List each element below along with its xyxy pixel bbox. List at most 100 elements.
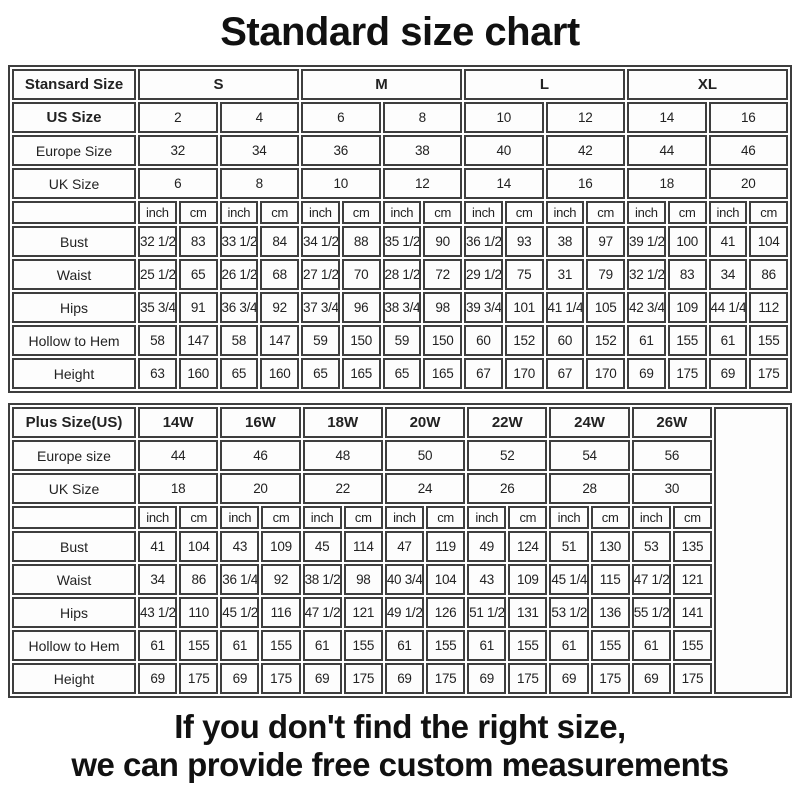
value-cell: 109 <box>667 292 707 323</box>
size-cell: 32 <box>138 135 218 166</box>
size-cell: 12 <box>382 168 462 199</box>
value-cell: 38 1/2 <box>302 564 342 595</box>
value-cell: 175 <box>508 663 548 694</box>
value-cell: 88 <box>341 226 381 257</box>
unit-cell: inch <box>627 201 666 224</box>
row-label <box>12 506 136 529</box>
size-row: US Size 2 4 6 8 10 12 14 16 <box>12 102 788 133</box>
header-row: Stansard Size S M L XL <box>12 69 788 100</box>
value-cell: 49 1/2 <box>384 597 424 628</box>
size-cell: 4 <box>219 102 299 133</box>
size-cell: 8 <box>219 168 299 199</box>
value-cell: 61 <box>631 630 671 661</box>
unit-cell: cm <box>508 506 548 529</box>
value-cell: 61 <box>220 630 260 661</box>
unit-cell: cm <box>178 201 218 224</box>
measure-row: Bust 32 1/2 83 33 1/2 84 34 1/2 88 35 1/2 90 36 1… <box>12 226 788 257</box>
value-cell: 38 3/4 <box>382 292 422 323</box>
value-cell: 155 <box>179 630 219 661</box>
value-cell: 98 <box>423 292 462 323</box>
value-cell: 114 <box>343 531 383 562</box>
value-cell: 65 <box>382 358 422 389</box>
size-cell: 38 <box>382 135 462 166</box>
value-cell: 97 <box>586 226 625 257</box>
size-cell: 26 <box>467 473 548 504</box>
size-cell: 36 <box>301 135 381 166</box>
value-cell: 124 <box>508 531 548 562</box>
unit-cell: inch <box>382 201 422 224</box>
standard-size-table: Stansard Size S M L XL US Size 2 4 6 8 10 12 14 16 Eur… <box>8 65 792 393</box>
value-cell: 61 <box>467 630 507 661</box>
value-cell: 43 <box>467 564 507 595</box>
value-cell: 126 <box>425 597 466 628</box>
value-cell: 165 <box>341 358 381 389</box>
size-cell: 2 <box>138 102 218 133</box>
value-cell: 175 <box>672 663 712 694</box>
size-group-header: 22W <box>467 407 548 438</box>
value-cell: 96 <box>341 292 381 323</box>
value-cell: 47 1/2 <box>631 564 671 595</box>
value-cell: 60 <box>545 325 585 356</box>
row-label: Height <box>12 358 136 389</box>
value-cell: 112 <box>749 292 788 323</box>
value-cell: 175 <box>667 358 707 389</box>
corner-label: Plus Size(US) <box>12 407 136 438</box>
row-label: Hollow to Hem <box>12 630 136 661</box>
size-group-header: 18W <box>302 407 383 438</box>
value-cell: 147 <box>178 325 218 356</box>
size-row: UK Size 18 20 22 24 26 28 30 <box>12 473 788 504</box>
value-cell: 45 <box>302 531 342 562</box>
value-cell: 110 <box>179 597 219 628</box>
measure-row: Height 63 160 65 160 65 165 65 165 67 170 67 170 69 17… <box>12 358 788 389</box>
value-cell: 61 <box>549 630 589 661</box>
row-label: Bust <box>12 226 136 257</box>
size-cell: 42 <box>545 135 625 166</box>
value-cell: 43 1/2 <box>138 597 178 628</box>
size-group-header: L <box>464 69 625 100</box>
unit-cell: cm <box>423 201 462 224</box>
value-cell: 131 <box>508 597 548 628</box>
value-cell: 91 <box>178 292 218 323</box>
value-cell: 70 <box>341 259 381 290</box>
row-label: Bust <box>12 531 136 562</box>
value-cell: 53 <box>631 531 671 562</box>
value-cell: 155 <box>672 630 712 661</box>
size-cell: 44 <box>138 440 219 471</box>
size-cell: 54 <box>549 440 630 471</box>
unit-cell: inch <box>467 506 507 529</box>
value-cell: 98 <box>343 564 383 595</box>
value-cell: 75 <box>504 259 544 290</box>
size-group-header: 26W <box>631 407 712 438</box>
size-cell: 44 <box>627 135 707 166</box>
value-cell: 104 <box>749 226 788 257</box>
row-label: UK Size <box>12 168 136 199</box>
value-cell: 41 1/4 <box>545 292 585 323</box>
value-cell: 60 <box>464 325 503 356</box>
value-cell: 79 <box>586 259 625 290</box>
value-cell: 34 <box>708 259 748 290</box>
page-title: Standard size chart <box>220 10 580 54</box>
value-cell: 152 <box>586 325 625 356</box>
row-label: Hips <box>12 597 136 628</box>
size-cell: 12 <box>545 102 625 133</box>
measure-row: Waist 34 86 36 1/4 92 38 1/2 98 40 3/4 104 43 109 4… <box>12 564 788 595</box>
value-cell: 59 <box>301 325 340 356</box>
value-cell: 41 <box>708 226 748 257</box>
size-cell: 18 <box>138 473 219 504</box>
value-cell: 155 <box>343 630 383 661</box>
measure-row: Hollow to Hem 58 147 58 147 59 150 59 150 60 152 60… <box>12 325 788 356</box>
size-row: Europe size 44 46 48 50 52 54 56 <box>12 440 788 471</box>
value-cell: 175 <box>425 663 466 694</box>
value-cell: 86 <box>749 259 788 290</box>
size-group-header: 16W <box>220 407 301 438</box>
size-row: UK Size 6 8 10 12 14 16 18 20 <box>12 168 788 199</box>
value-cell: 39 1/2 <box>627 226 666 257</box>
value-cell: 152 <box>504 325 544 356</box>
value-cell: 86 <box>179 564 219 595</box>
value-cell: 130 <box>590 531 630 562</box>
row-label: Hips <box>12 292 136 323</box>
value-cell: 92 <box>261 564 301 595</box>
unit-cell: cm <box>590 506 630 529</box>
value-cell: 119 <box>425 531 466 562</box>
